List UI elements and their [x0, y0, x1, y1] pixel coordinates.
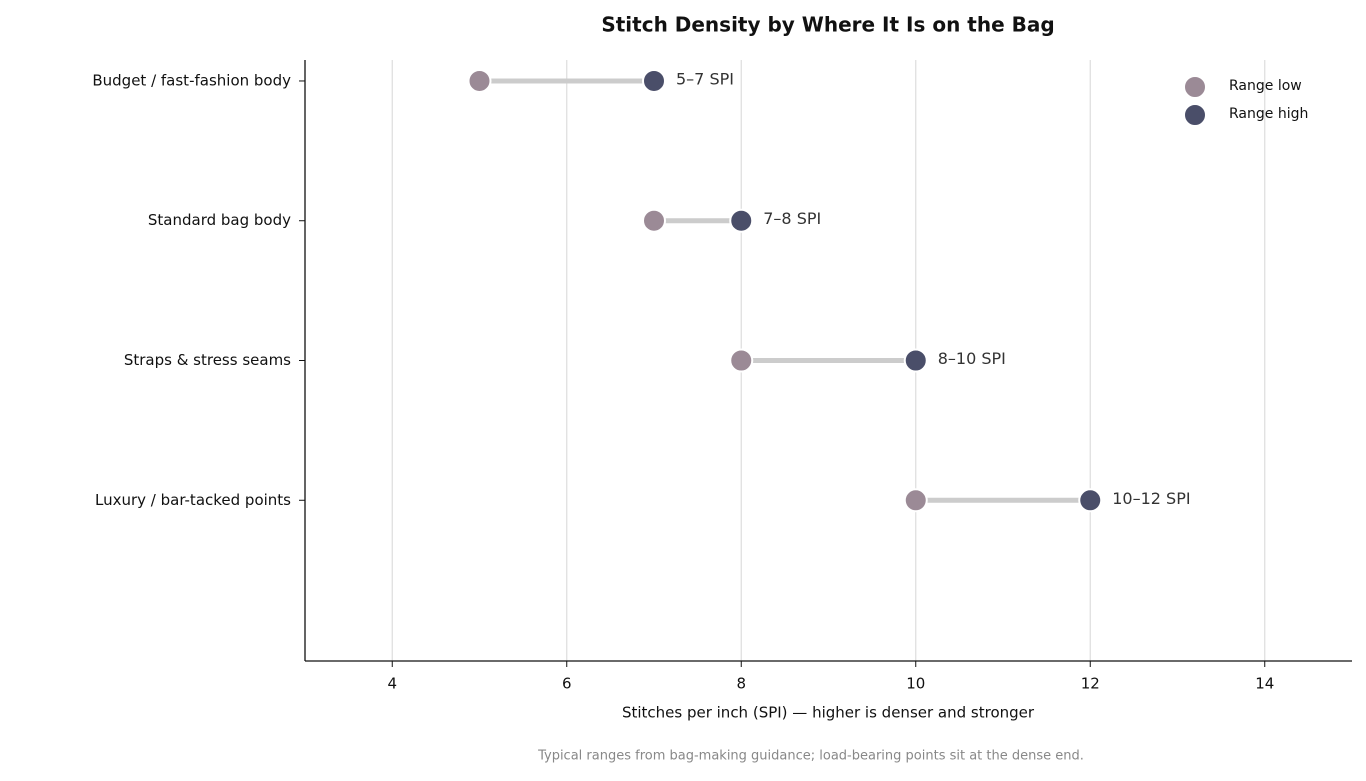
dot: [642, 208, 666, 233]
dot: [642, 68, 666, 93]
range-label: 8–10 SPI: [938, 349, 1006, 368]
y-tick-label: Budget / fast-fashion body: [92, 71, 291, 89]
x-tick-label: 12: [1081, 675, 1100, 693]
x-axis-label: Stitches per inch (SPI) — higher is dens…: [622, 704, 1035, 722]
range-label: 10–12 SPI: [1112, 489, 1190, 508]
y-tick-label: Straps & stress seams: [124, 351, 291, 369]
legend-marker: [1183, 75, 1207, 99]
legend-label: Range low: [1229, 78, 1302, 94]
x-tick-label: 14: [1255, 675, 1274, 693]
chart-title: Stitch Density by Where It Is on the Bag: [601, 13, 1054, 37]
legend-label: Range high: [1229, 106, 1308, 122]
dot: [729, 348, 754, 373]
y-tick-label: Standard bag body: [148, 211, 291, 229]
x-tick-label: 10: [906, 675, 925, 693]
legend-marker: [1183, 103, 1207, 127]
dot: [1078, 488, 1103, 513]
x-tick-label: 8: [736, 675, 746, 693]
y-tick-label: Luxury / bar-tacked points: [95, 491, 291, 509]
dot: [903, 488, 928, 513]
dot: [467, 68, 492, 93]
range-label: 5–7 SPI: [676, 69, 734, 88]
x-tick-label: 6: [562, 675, 572, 693]
x-tick-label: 4: [387, 675, 397, 693]
range-label: 7–8 SPI: [763, 209, 821, 228]
dot: [903, 348, 928, 373]
footnote: Typical ranges from bag-making guidance;…: [537, 749, 1084, 764]
dot: [729, 208, 754, 233]
